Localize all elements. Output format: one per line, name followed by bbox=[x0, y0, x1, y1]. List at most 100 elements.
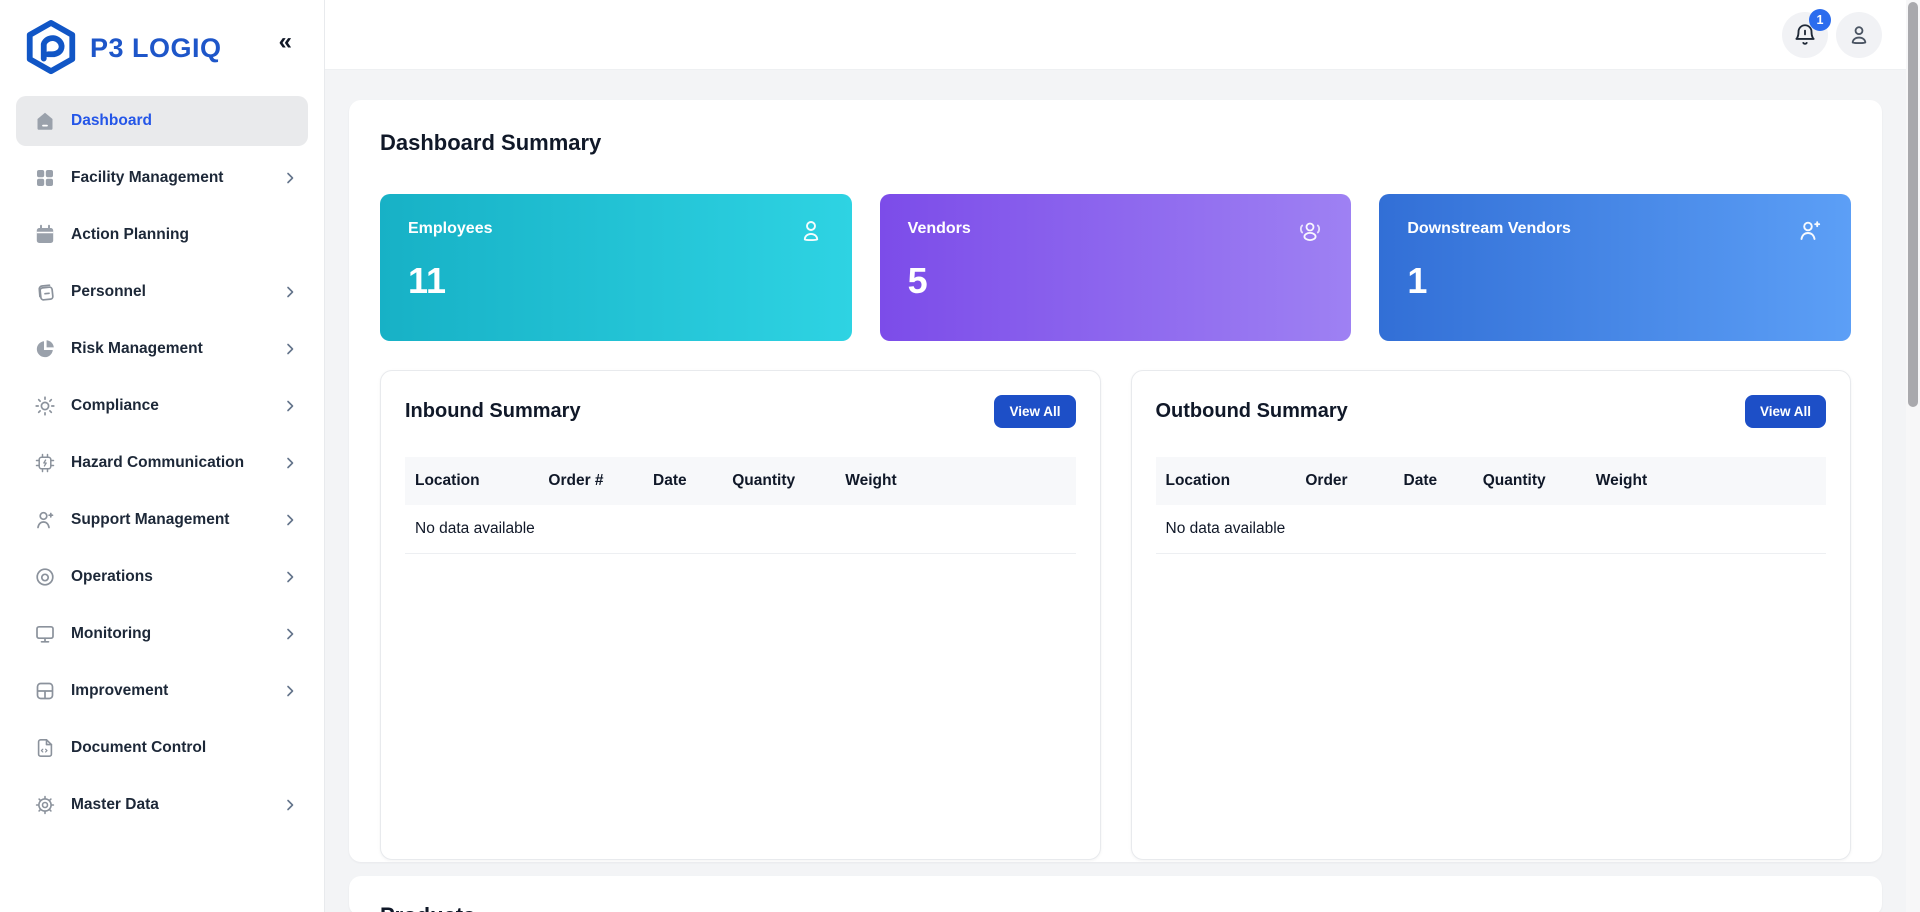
user-icon bbox=[1846, 22, 1872, 48]
inbound-view-all-button[interactable]: View All bbox=[994, 395, 1076, 428]
chevron-right-icon bbox=[282, 341, 298, 357]
sidebar: P3 LOGIQ « Dashboard Facility Management bbox=[0, 0, 325, 912]
next-section-card: Products bbox=[349, 876, 1882, 912]
outbound-table: Location Order Date Quantity Weight No d… bbox=[1155, 457, 1826, 554]
stat-value: 1 bbox=[1407, 260, 1428, 301]
summary-row: Inbound Summary View All Location Order … bbox=[380, 370, 1851, 860]
sidebar-item-facility-management[interactable]: Facility Management bbox=[16, 153, 308, 203]
sun-icon bbox=[33, 394, 57, 418]
chevron-right-icon bbox=[282, 512, 298, 528]
stat-value: 11 bbox=[408, 260, 447, 301]
sidebar-item-personnel[interactable]: Personnel bbox=[16, 267, 308, 317]
monitor-icon bbox=[33, 622, 57, 646]
brand-header: P3 LOGIQ « bbox=[0, 0, 324, 96]
chevron-right-icon bbox=[282, 398, 298, 414]
sidebar-item-label: Document Control bbox=[71, 739, 207, 756]
sidebar-item-compliance[interactable]: Compliance bbox=[16, 381, 308, 431]
chevron-right-icon bbox=[282, 284, 298, 300]
chevron-right-icon bbox=[282, 170, 298, 186]
inbound-summary-header: Inbound Summary View All bbox=[405, 395, 1076, 428]
stat-card-row: Employees 11 Vendors 5 Downstream Vendor… bbox=[380, 194, 1852, 341]
inbound-table: Location Order # Date Quantity Weight No… bbox=[405, 457, 1076, 554]
column-header: Quantity bbox=[1482, 472, 1546, 489]
sidebar-item-label: Risk Management bbox=[71, 340, 203, 357]
stat-label: Employees bbox=[408, 220, 493, 237]
outbound-table-header: Location Order Date Quantity Weight bbox=[1155, 457, 1826, 505]
stat-card-vendors: Vendors 5 bbox=[879, 194, 1352, 341]
inbound-table-header: Location Order # Date Quantity Weight bbox=[405, 457, 1076, 505]
column-header: Date bbox=[1403, 472, 1438, 489]
notification-count-badge: 1 bbox=[1809, 9, 1831, 31]
user-plus-icon bbox=[33, 508, 57, 532]
stat-card-employees: Employees 11 bbox=[380, 194, 852, 341]
outbound-empty-state: No data available bbox=[1155, 505, 1826, 554]
brand-name: P3 LOGIQ bbox=[90, 32, 222, 63]
chevron-right-icon bbox=[282, 797, 298, 813]
sidebar-item-label: Monitoring bbox=[71, 625, 152, 642]
stat-label: Vendors bbox=[907, 220, 971, 237]
next-section-title: Products bbox=[380, 903, 1851, 912]
chip-icon bbox=[33, 451, 57, 475]
outbound-view-all-button[interactable]: View All bbox=[1744, 395, 1826, 428]
column-header: Weight bbox=[1595, 472, 1648, 489]
bell-icon bbox=[1792, 22, 1818, 48]
column-header: Location bbox=[1165, 472, 1231, 489]
column-header: Date bbox=[653, 472, 687, 489]
sidebar-collapse-button[interactable]: « bbox=[278, 28, 292, 55]
layout-icon bbox=[33, 679, 57, 703]
stat-label: Downstream Vendors bbox=[1407, 220, 1571, 237]
page-scrollbar-track bbox=[1906, 0, 1920, 912]
pie-chart-icon bbox=[33, 337, 57, 361]
p3-logiq-logo-icon bbox=[22, 19, 80, 77]
sidebar-item-dashboard[interactable]: Dashboard bbox=[16, 96, 308, 146]
sidebar-item-label: Hazard Communication bbox=[71, 454, 245, 471]
sidebar-item-risk-management[interactable]: Risk Management bbox=[16, 324, 308, 374]
top-header: 1 bbox=[325, 0, 1920, 70]
column-header: Location bbox=[415, 472, 480, 489]
outbound-summary-header: Outbound Summary View All bbox=[1155, 395, 1826, 428]
column-header: Quantity bbox=[732, 472, 796, 489]
file-code-icon bbox=[33, 736, 57, 760]
sidebar-item-improvement[interactable]: Improvement bbox=[16, 666, 308, 716]
dashboard-summary-panel: Dashboard Summary Employees 11 Vendors 5… bbox=[349, 100, 1882, 862]
page-title: Dashboard Summary bbox=[380, 130, 602, 155]
gear-icon bbox=[33, 793, 57, 817]
sidebar-nav: Dashboard Facility Management Action Pla… bbox=[0, 96, 324, 830]
sidebar-item-label: Dashboard bbox=[71, 112, 152, 129]
sidebar-item-operations[interactable]: Operations bbox=[16, 552, 308, 602]
sidebar-item-label: Facility Management bbox=[71, 169, 224, 186]
profile-button[interactable] bbox=[1836, 12, 1882, 58]
notifications-button[interactable]: 1 bbox=[1782, 9, 1831, 58]
outbound-summary-title: Outbound Summary bbox=[1155, 400, 1348, 422]
sidebar-item-label: Action Planning bbox=[71, 226, 189, 243]
inbound-summary-title: Inbound Summary bbox=[405, 400, 581, 422]
sidebar-item-support-management[interactable]: Support Management bbox=[16, 495, 308, 545]
user-plus-icon bbox=[1795, 216, 1825, 246]
calendar-icon bbox=[33, 223, 57, 247]
chevron-right-icon bbox=[282, 683, 298, 699]
sidebar-item-label: Compliance bbox=[71, 397, 159, 414]
inbound-empty-state: No data available bbox=[405, 505, 1076, 554]
user-icon bbox=[796, 216, 826, 246]
documents-icon bbox=[33, 280, 57, 304]
sidebar-item-label: Master Data bbox=[71, 796, 159, 813]
column-header: Weight bbox=[845, 472, 897, 489]
stat-card-downstream-vendors: Downstream Vendors 1 bbox=[1379, 194, 1852, 341]
grid-icon bbox=[33, 166, 57, 190]
page-scrollbar-thumb[interactable] bbox=[1908, 2, 1918, 407]
home-icon bbox=[33, 109, 57, 133]
sidebar-item-master-data[interactable]: Master Data bbox=[16, 780, 308, 830]
inbound-summary-card: Inbound Summary View All Location Order … bbox=[380, 370, 1101, 860]
users-icon bbox=[1295, 216, 1325, 246]
sidebar-item-label: Operations bbox=[71, 568, 153, 585]
chevron-right-icon bbox=[282, 455, 298, 471]
sidebar-item-label: Support Management bbox=[71, 511, 230, 528]
chevron-right-icon bbox=[282, 569, 298, 585]
chevron-right-icon bbox=[282, 626, 298, 642]
sidebar-item-action-planning[interactable]: Action Planning bbox=[16, 210, 308, 260]
sidebar-item-hazard-communication[interactable]: Hazard Communication bbox=[16, 438, 308, 488]
column-header: Order # bbox=[548, 472, 604, 489]
sidebar-item-document-control[interactable]: Document Control bbox=[16, 723, 308, 773]
sidebar-item-monitoring[interactable]: Monitoring bbox=[16, 609, 308, 659]
